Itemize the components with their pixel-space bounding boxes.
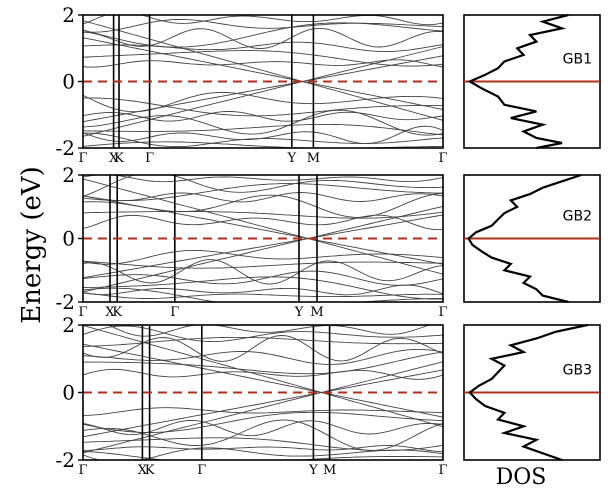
crossing-band — [83, 46, 443, 137]
band-line — [83, 336, 443, 347]
band-line — [83, 249, 443, 265]
kpoint-label: K — [145, 463, 155, 478]
band-line — [83, 111, 443, 122]
y-tick-label: 0 — [62, 227, 75, 251]
crossing-band — [83, 178, 443, 275]
crossing-band — [83, 205, 443, 293]
kpoint-label: Γ — [78, 305, 87, 320]
band-line — [83, 214, 443, 231]
kpoint-label: M — [307, 151, 320, 166]
band-line — [83, 292, 443, 299]
band-line — [83, 41, 443, 53]
band-line — [83, 183, 443, 202]
band-line — [83, 123, 443, 136]
dos-curve — [467, 13, 569, 150]
kpoint-label: K — [112, 305, 122, 320]
dos-curve — [467, 173, 582, 304]
panel-gb2: Γ XK Γ Y M Γ 2 0 -2 GB2 — [56, 163, 601, 320]
kpoint-label: Y — [287, 151, 297, 166]
band-line — [83, 97, 443, 117]
band-line — [83, 175, 443, 197]
band-line — [83, 276, 443, 300]
band-line — [83, 335, 443, 362]
band-line — [83, 15, 443, 26]
kpoint-label: M — [310, 305, 323, 320]
dos-curve — [468, 323, 588, 462]
dos-panel-name: GB2 — [563, 209, 592, 225]
dos-axis-label: DOS — [496, 465, 547, 490]
kpoint-label: X — [109, 151, 119, 166]
band-line — [83, 59, 443, 68]
kpoint-label: X — [105, 305, 115, 320]
dos-panel-name: GB1 — [563, 52, 592, 68]
crossing-band — [83, 20, 443, 121]
band-line — [83, 192, 443, 203]
y-tick-label: 0 — [62, 381, 75, 405]
band-lines — [83, 325, 443, 460]
kpoint-label: X — [138, 463, 148, 478]
kpoint-label: Γ — [438, 305, 447, 320]
kpoint-label: Γ — [145, 151, 154, 166]
y-tick-label: 2 — [62, 163, 75, 187]
kpoint-label: Γ — [197, 463, 206, 478]
band-line — [83, 348, 443, 365]
crossing-band — [83, 55, 443, 123]
kpoint-label: Γ — [78, 151, 87, 166]
y-tick-label: 0 — [62, 70, 75, 94]
kpoint-label: K — [114, 151, 124, 166]
kpoint-label: Γ — [438, 463, 447, 478]
band-line — [83, 419, 443, 437]
band-line — [83, 19, 443, 33]
band-line — [83, 22, 443, 48]
y-tick-label: 2 — [62, 3, 75, 27]
band-lines — [83, 175, 443, 302]
band-line — [83, 175, 443, 183]
kpoint-label: M — [323, 463, 336, 478]
band-line — [83, 368, 443, 380]
band-line — [83, 437, 443, 452]
band-lines — [83, 15, 443, 148]
y-tick-label: 2 — [62, 313, 75, 337]
y-tick-label: -2 — [56, 290, 75, 314]
dos-panel-name: GB3 — [563, 363, 592, 379]
band-line — [83, 260, 443, 269]
band-line — [83, 50, 443, 67]
band-line — [83, 270, 443, 286]
kpoint-label: Γ — [170, 305, 179, 320]
crossing-band — [83, 37, 443, 110]
panel-gb1: Γ XK Γ Y M Γ 2 0 -2 GB1 — [56, 3, 601, 166]
y-tick-label: -2 — [56, 136, 75, 160]
panel-gb3: Γ XK Γ Y M Γ 2 0 -2 GB3 — [56, 313, 601, 478]
band-line — [83, 259, 443, 285]
crossing-band — [83, 214, 443, 279]
band-line — [83, 411, 443, 433]
crossing-band — [83, 195, 443, 265]
band-line — [83, 287, 443, 302]
kpoint-label: Y — [308, 463, 318, 478]
kpoint-label: Γ — [78, 463, 87, 478]
crossing-band — [83, 343, 443, 418]
y-axis-label: Energy (eV) — [17, 166, 47, 324]
band-line — [83, 27, 443, 49]
kpoint-label: Y — [294, 305, 304, 320]
band-line — [83, 284, 443, 296]
band-line — [83, 125, 443, 144]
band-line — [107, 325, 431, 337]
kpoint-label: Γ — [438, 151, 447, 166]
crossing-band — [83, 369, 443, 438]
y-tick-label: -2 — [56, 448, 75, 472]
band-line — [83, 211, 443, 219]
band-line — [83, 325, 443, 343]
